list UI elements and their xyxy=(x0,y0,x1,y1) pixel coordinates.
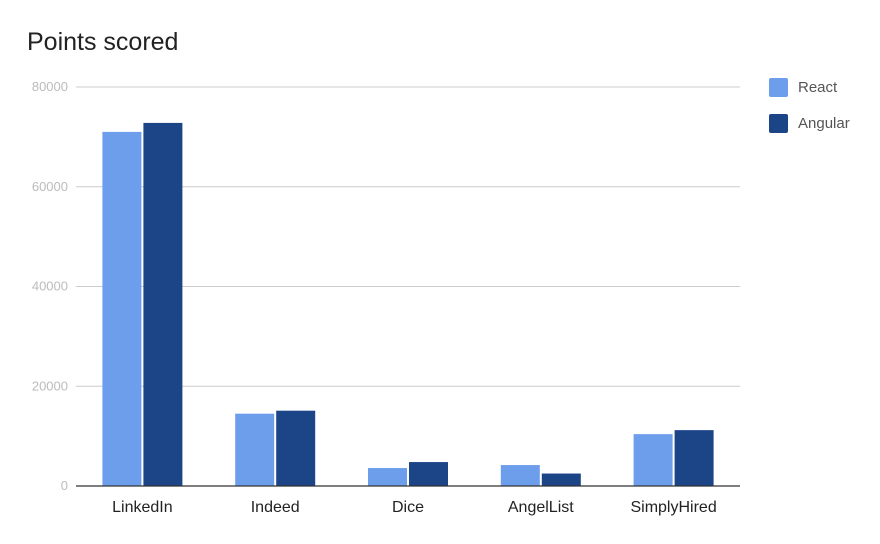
y-axis-tick-labels: 0 20000 40000 60000 80000 xyxy=(32,79,68,493)
x-axis-tick-labels: LinkedIn Indeed Dice AngelList SimplyHired xyxy=(112,499,717,516)
bar-react-angellist[interactable] xyxy=(500,465,540,486)
x-tick-label: AngelList xyxy=(508,499,574,516)
y-tick-label: 20000 xyxy=(32,378,68,393)
gridlines xyxy=(76,86,740,387)
bar-angular-linkedin[interactable] xyxy=(143,122,183,486)
bar-angular-simplyhired[interactable] xyxy=(674,430,714,486)
y-tick-label: 0 xyxy=(61,478,68,493)
bar-react-indeed[interactable] xyxy=(235,413,275,486)
legend-label-react: React xyxy=(798,78,838,96)
x-tick-label: Dice xyxy=(392,499,424,516)
y-tick-label: 60000 xyxy=(32,179,68,194)
legend-swatch-react xyxy=(769,77,788,97)
x-tick-label: SimplyHired xyxy=(630,499,716,516)
bar-angular-indeed[interactable] xyxy=(276,410,316,486)
legend-item-react[interactable]: React xyxy=(769,76,850,98)
bars xyxy=(102,122,714,486)
bar-react-dice[interactable] xyxy=(368,468,407,486)
legend-label-angular: Angular xyxy=(798,114,850,132)
chart-title: Points scored xyxy=(27,28,179,56)
legend-item-angular[interactable]: Angular xyxy=(769,112,850,134)
y-tick-label: 80000 xyxy=(32,79,68,94)
bar-angular-angellist[interactable] xyxy=(541,473,581,486)
bar-react-simplyhired[interactable] xyxy=(633,434,673,486)
legend: React Angular xyxy=(769,76,850,148)
x-tick-label: LinkedIn xyxy=(112,499,173,516)
x-tick-label: Indeed xyxy=(251,499,300,516)
legend-swatch-angular xyxy=(769,113,788,133)
y-tick-label: 40000 xyxy=(32,279,68,294)
bar-react-linkedin[interactable] xyxy=(102,131,142,486)
bar-angular-dice[interactable] xyxy=(409,462,448,486)
